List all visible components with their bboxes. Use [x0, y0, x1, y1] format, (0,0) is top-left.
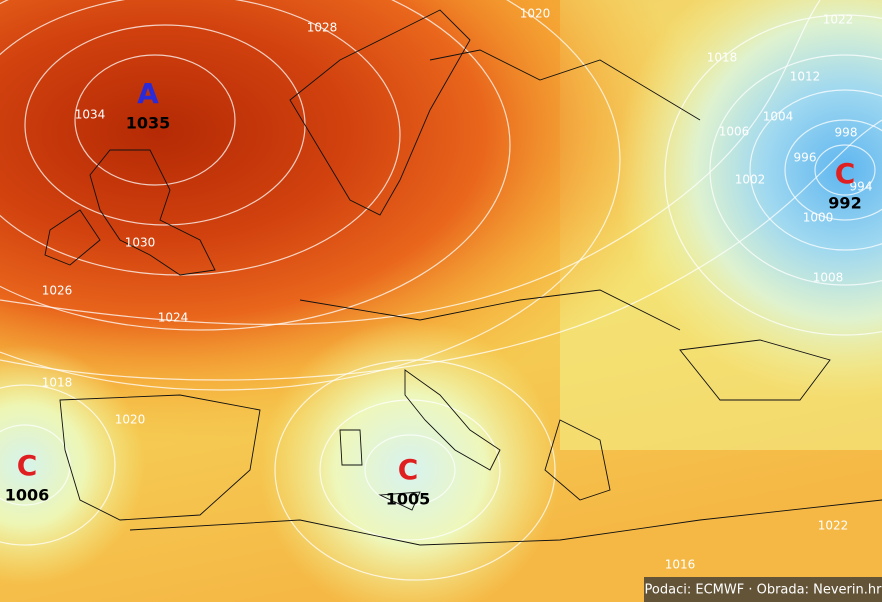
isobars — [664, 14, 882, 336]
pressure-symbol: C — [17, 449, 38, 482]
isobar-label: 1030 — [125, 236, 156, 250]
isobar-label: 1016 — [665, 558, 696, 572]
pressure-symbol: C — [398, 453, 419, 486]
pressure-value: 992 — [828, 194, 861, 213]
isobar-label: 994 — [850, 180, 873, 194]
pressure-value: 1005 — [386, 490, 431, 509]
pressure-value: 1035 — [126, 114, 171, 133]
credit-box — [644, 577, 882, 602]
isobar-label: 998 — [835, 126, 858, 140]
isobar-label: 1022 — [823, 13, 854, 27]
credit: Podaci: ECMWF · Obrada: Neverin.hr — [645, 583, 882, 598]
isobar-label: 1028 — [307, 21, 338, 35]
pressure-centers: A 1035 C 992 C 1006 C 1005 — [5, 77, 862, 509]
isobar-labels: 1028 1020 1022 1018 1034 1030 1026 1024 1018 1012… — [42, 7, 873, 572]
isobar-label: 1022 — [818, 519, 849, 533]
isobar-label: 1020 — [115, 413, 146, 427]
isobar-label: 1018 — [707, 51, 738, 65]
isobar-label: 1026 — [42, 284, 73, 298]
isobar-label: 996 — [794, 151, 817, 165]
isobar-label: 1006 — [719, 125, 750, 139]
isobar-label: 1000 — [803, 211, 834, 225]
coastlines — [44, 9, 882, 546]
isobar-label: 1002 — [735, 173, 766, 187]
isobar-label: 1020 — [520, 7, 551, 21]
pressure-symbol: A — [137, 77, 159, 110]
isobar-label: 1034 — [75, 108, 106, 122]
isobar-label: 1004 — [763, 110, 794, 124]
pressure-value: 1006 — [5, 486, 50, 505]
pressure-symbol: C — [835, 157, 856, 190]
isobar-label: 1024 — [158, 311, 189, 325]
isobar-label: 1008 — [813, 271, 844, 285]
isobar-label: 1018 — [42, 376, 73, 390]
isobar-label: 1012 — [790, 70, 821, 84]
